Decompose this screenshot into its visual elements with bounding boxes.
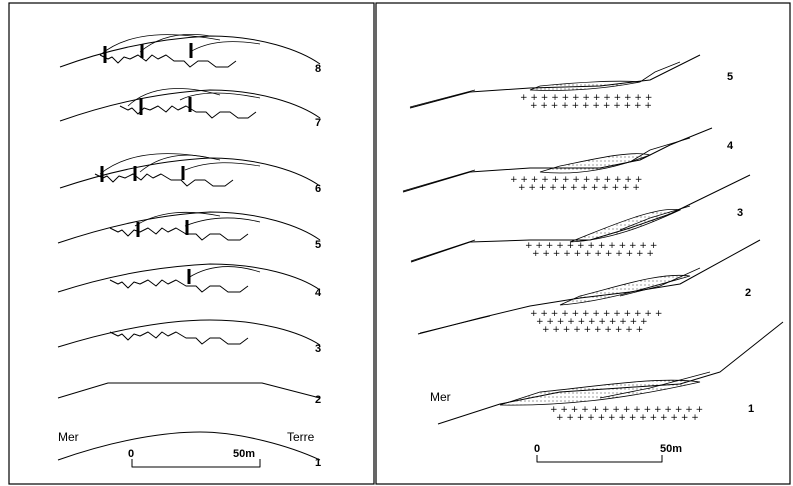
right-crosses-4b: + + + + + + + + + + + +	[518, 183, 640, 193]
right-crosses-4: + + + + + + + + + + + + +	[510, 175, 642, 185]
right-stage-label-5: 5	[727, 71, 733, 83]
right-crosses-3b: + + + + + + + + + + + +	[532, 249, 654, 259]
left-stage-label-3: 3	[315, 343, 321, 355]
right-profile-1: + + + + + + + + + + + + + + + + + + + + …	[437, 321, 784, 425]
left-stage-label-6: 6	[315, 183, 321, 195]
left-scale-bar: 0 50m	[128, 448, 261, 468]
left-profile-3: 3	[57, 319, 321, 355]
left-stage-label-8: 8	[315, 63, 321, 75]
right-profile-4: + + + + + + + + + + + + + + + + + + + + …	[402, 127, 734, 193]
left-panel: 8 7 6	[8, 2, 375, 485]
right-crosses-1b: + + + + + + + + + + + + + +	[556, 413, 699, 423]
left-stage-label-4: 4	[315, 287, 322, 299]
left-land-label: Terre	[287, 430, 315, 444]
right-profile-5: + + + + + + + + + + + + + + + + + + + + …	[409, 54, 733, 111]
left-profile-4: 4	[57, 263, 322, 299]
left-profile-8: 8	[59, 34, 321, 75]
left-scale-end: 50m	[233, 448, 255, 460]
right-profile-3: + + + + + + + + + + + + + + + + + + + + …	[410, 174, 751, 263]
right-stage-label-2: 2	[745, 287, 751, 299]
right-stage-label-1: 1	[748, 403, 754, 415]
right-scale-start: 0	[534, 443, 540, 455]
right-crosses-1: + + + + + + + + + + + + + + +	[550, 405, 703, 415]
right-stage-label-3: 3	[737, 207, 743, 219]
left-stage-label-1: 1	[315, 457, 321, 469]
right-crosses-2c: + + + + + + + + + +	[542, 325, 643, 335]
left-stage-label-5: 5	[315, 239, 321, 251]
right-crosses-5b: + + + + + + + + + + + +	[530, 101, 652, 111]
left-scale-start: 0	[128, 448, 134, 460]
left-stage-label-2: 2	[315, 394, 321, 406]
left-sea-label: Mer	[58, 430, 79, 444]
right-stage-label-4: 4	[727, 140, 734, 152]
right-scale-end: 50m	[660, 443, 682, 455]
right-panel-frame	[375, 2, 791, 485]
left-profile-7: 7	[59, 88, 321, 129]
left-profile-2: 2	[57, 382, 321, 406]
right-scale-bar: 0 50m	[534, 443, 682, 463]
right-profile-2: + + + + + + + + + + + + + + + + + + + + …	[417, 239, 761, 335]
left-panel-frame	[8, 2, 375, 485]
right-crosses-2: + + + + + + + + + + + + +	[530, 309, 662, 319]
right-crosses-2b: + + + + + + + + + + +	[536, 317, 648, 327]
right-crosses-5: + + + + + + + + + + + + +	[520, 93, 652, 103]
left-profile-6: 6	[59, 153, 321, 195]
left-stage-label-7: 7	[315, 117, 321, 129]
right-panel: + + + + + + + + + + + + + + + + + + + + …	[375, 2, 791, 485]
left-profile-1: 1	[57, 431, 321, 469]
left-profile-5: 5	[57, 211, 321, 251]
right-sea-label: Mer	[430, 390, 451, 404]
right-crosses-3: + + + + + + + + + + + + +	[525, 241, 657, 251]
